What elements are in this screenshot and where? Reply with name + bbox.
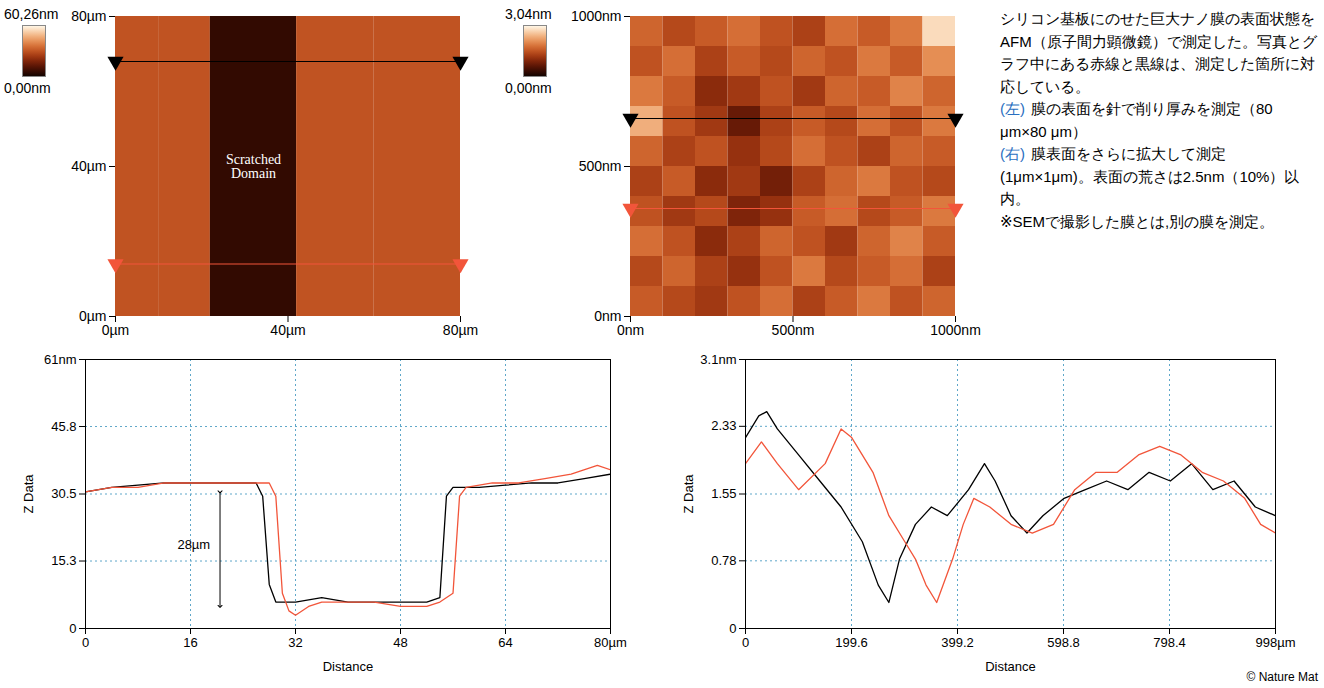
svg-text:48: 48 <box>393 635 407 650</box>
svg-text:0: 0 <box>729 621 736 636</box>
svg-text:ScratchedDomain: ScratchedDomain <box>226 152 281 181</box>
html-text:(右): (右) <box>1000 145 1025 162</box>
svg-text:28µm: 28µm <box>177 537 210 552</box>
svg-text:3.1nm: 3.1nm <box>700 352 736 367</box>
svg-text:40µm: 40µm <box>71 158 106 174</box>
svg-text:199.6: 199.6 <box>835 635 868 650</box>
svg-text:Distance: Distance <box>323 659 374 674</box>
svg-text:0nm: 0nm <box>594 308 622 324</box>
html-text:60,26nm: 60,26nm <box>4 6 59 22</box>
svg-text:1000nm: 1000nm <box>571 8 622 24</box>
html-text:膜表面をさらに拡大して測定(1μm×1μm)。表面の荒さは2: 膜表面をさらに拡大して測定(1μm×1μm)。表面の荒さは2.5nm（10%）以… <box>1000 145 1300 207</box>
html-text:膜の表面を針で削り厚みを測定（80 μm×80 μm）: 膜の表面を針で削り厚みを測定（80 μm×80 μm） <box>1000 100 1273 140</box>
svg-text:998µm: 998µm <box>1255 635 1295 650</box>
html-text:0,00nm: 0,00nm <box>4 80 51 96</box>
svg-text:0.78: 0.78 <box>711 553 736 568</box>
svg-text:0nm: 0nm <box>617 322 644 338</box>
svg-text:0: 0 <box>82 635 89 650</box>
svg-text:40µm: 40µm <box>270 322 305 338</box>
svg-text:Z Data: Z Data <box>681 474 696 514</box>
svg-text:500nm: 500nm <box>579 158 622 174</box>
svg-text:64: 64 <box>498 635 512 650</box>
svg-text:80µm: 80µm <box>443 322 478 338</box>
html-text:※SEMで撮影した膜とは,別の膜を測定。: ※SEMで撮影した膜とは,別の膜を測定。 <box>1000 212 1275 230</box>
svg-text:0µm: 0µm <box>79 308 107 324</box>
svg-text:61nm: 61nm <box>44 352 77 367</box>
svg-text:32: 32 <box>288 635 302 650</box>
svg-text:45.8: 45.8 <box>51 419 76 434</box>
html-text:© Nature Mat: © Nature Mat <box>1246 670 1318 684</box>
svg-text:1000nm: 1000nm <box>930 322 981 338</box>
svg-text:500nm: 500nm <box>772 322 815 338</box>
html-text:3,04nm: 3,04nm <box>505 6 552 22</box>
svg-text:80µm: 80µm <box>594 635 627 650</box>
svg-text:0: 0 <box>69 621 76 636</box>
svg-text:798.4: 798.4 <box>1153 635 1186 650</box>
svg-text:16: 16 <box>183 635 197 650</box>
svg-text:30.5: 30.5 <box>51 486 76 501</box>
html-text:シリコン基板にのせた巨大ナノ膜の表面状態をAFM（原子間力顕: シリコン基板にのせた巨大ナノ膜の表面状態をAFM（原子間力顕微鏡）で測定した。写… <box>1000 10 1317 95</box>
svg-text:Distance: Distance <box>985 659 1036 674</box>
svg-text:2.33: 2.33 <box>711 418 736 433</box>
html-text:0,00nm: 0,00nm <box>505 80 552 96</box>
svg-text:Z Data: Z Data <box>21 474 36 514</box>
svg-text:0µm: 0µm <box>102 322 130 338</box>
svg-text:399.2: 399.2 <box>941 635 974 650</box>
svg-text:0: 0 <box>742 635 749 650</box>
svg-text:80µm: 80µm <box>71 8 106 24</box>
svg-text:15.3: 15.3 <box>51 553 76 568</box>
svg-text:1.55: 1.55 <box>711 486 736 501</box>
html-text:(左): (左) <box>1000 100 1025 117</box>
svg-text:598.8: 598.8 <box>1047 635 1080 650</box>
